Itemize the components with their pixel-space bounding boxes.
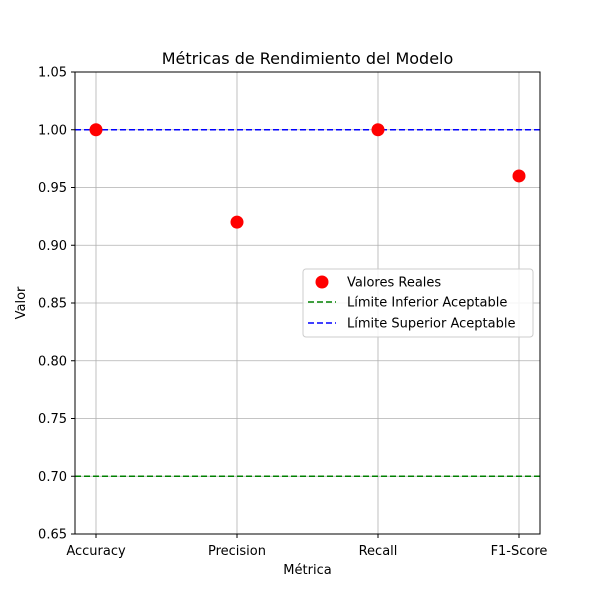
x-axis-ticks: Accuracy Precision Recall F1-Score xyxy=(66,534,547,559)
y-tick-label: 0.95 xyxy=(38,181,67,196)
y-tick-label: 0.90 xyxy=(38,239,67,254)
chart-title: Métricas de Rendimiento del Modelo xyxy=(162,49,454,68)
data-point-accuracy xyxy=(89,123,103,137)
y-tick-label: 1.00 xyxy=(38,123,67,138)
y-tick-label: 0.75 xyxy=(38,412,67,427)
y-tick-label: 0.70 xyxy=(38,470,67,485)
x-tick-label: F1-Score xyxy=(491,544,548,559)
y-axis-ticks: 0.65 0.70 0.75 0.80 0.85 0.90 0.95 1.00 1.05 xyxy=(38,66,75,543)
data-point-recall xyxy=(371,123,385,137)
data-point-f1-score xyxy=(512,169,526,183)
x-tick-label: Recall xyxy=(359,544,398,559)
data-points xyxy=(89,123,526,229)
y-tick-label: 0.80 xyxy=(38,354,67,369)
y-tick-label: 0.65 xyxy=(38,528,67,543)
legend: Valores Reales Límite Inferior Aceptable… xyxy=(302,268,534,338)
x-axis-label: Métrica xyxy=(283,563,331,578)
legend-box xyxy=(302,268,534,338)
x-tick-label: Precision xyxy=(208,544,266,559)
legend-label-limite-inferior: Límite Inferior Aceptable xyxy=(347,296,507,311)
legend-marker-valores-reales xyxy=(315,275,329,289)
data-point-precision xyxy=(230,215,244,229)
reference-lines xyxy=(75,129,540,477)
y-axis-label: Valor xyxy=(14,286,29,319)
legend-label-limite-superior: Límite Superior Aceptable xyxy=(347,317,515,332)
y-tick-label: 1.05 xyxy=(38,66,67,81)
x-tick-label: Accuracy xyxy=(66,544,126,559)
legend-label-valores-reales: Valores Reales xyxy=(347,276,441,291)
y-tick-label: 0.85 xyxy=(38,297,67,312)
